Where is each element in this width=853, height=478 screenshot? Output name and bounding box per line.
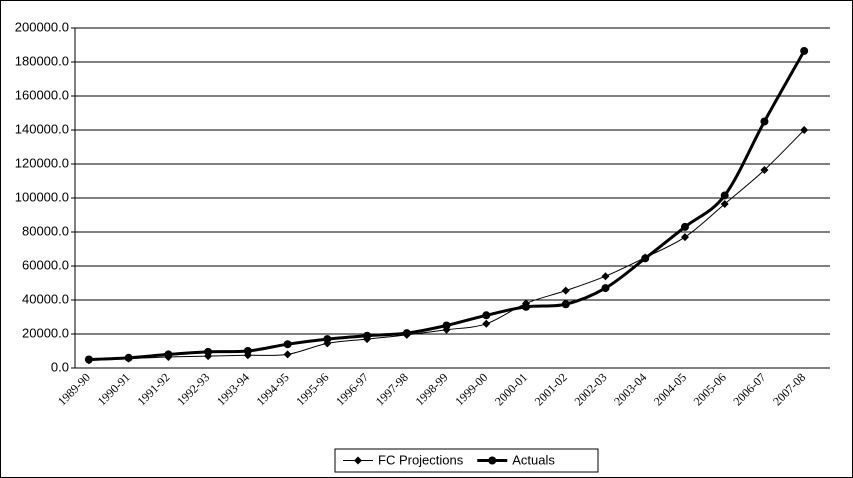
y-tick-label: 180000.0	[15, 53, 69, 68]
y-tick-label: 100000.0	[15, 189, 69, 204]
marker	[323, 335, 332, 344]
marker	[561, 286, 570, 295]
marker	[522, 302, 531, 311]
legend-box	[334, 448, 599, 473]
marker	[561, 300, 570, 309]
marker	[800, 126, 809, 134]
marker	[720, 191, 729, 200]
y-tick-label: 0.0	[51, 359, 69, 374]
y-tick-label: 40000.0	[22, 291, 69, 306]
y-tick-label: 140000.0	[15, 121, 69, 136]
marker	[680, 222, 689, 231]
marker	[442, 321, 451, 330]
y-tick-label: 160000.0	[15, 87, 69, 102]
y-tick-label: 60000.0	[22, 257, 69, 272]
y-tick-label: 80000.0	[22, 223, 69, 238]
marker	[720, 199, 729, 208]
marker	[601, 272, 610, 281]
marker	[641, 254, 650, 263]
marker	[363, 331, 372, 340]
marker	[283, 350, 292, 359]
legend-marker	[354, 456, 362, 465]
marker	[164, 350, 173, 359]
marker	[243, 347, 252, 355]
marker	[84, 355, 93, 364]
marker	[482, 319, 491, 328]
legend-label: FC Projections	[378, 452, 464, 467]
marker	[283, 340, 292, 349]
marker	[800, 46, 809, 55]
marker	[402, 329, 411, 338]
y-tick-label: 120000.0	[15, 155, 69, 170]
y-tick-label: 200000.0	[15, 19, 69, 34]
marker	[204, 347, 213, 356]
marker	[482, 311, 491, 320]
marker	[124, 353, 133, 362]
marker	[760, 165, 769, 174]
legend-marker	[488, 456, 497, 465]
marker	[760, 117, 769, 126]
legend-label: Actuals	[512, 452, 555, 467]
marker	[601, 284, 610, 293]
marker	[680, 233, 689, 242]
y-tick-label: 20000.0	[22, 325, 69, 340]
